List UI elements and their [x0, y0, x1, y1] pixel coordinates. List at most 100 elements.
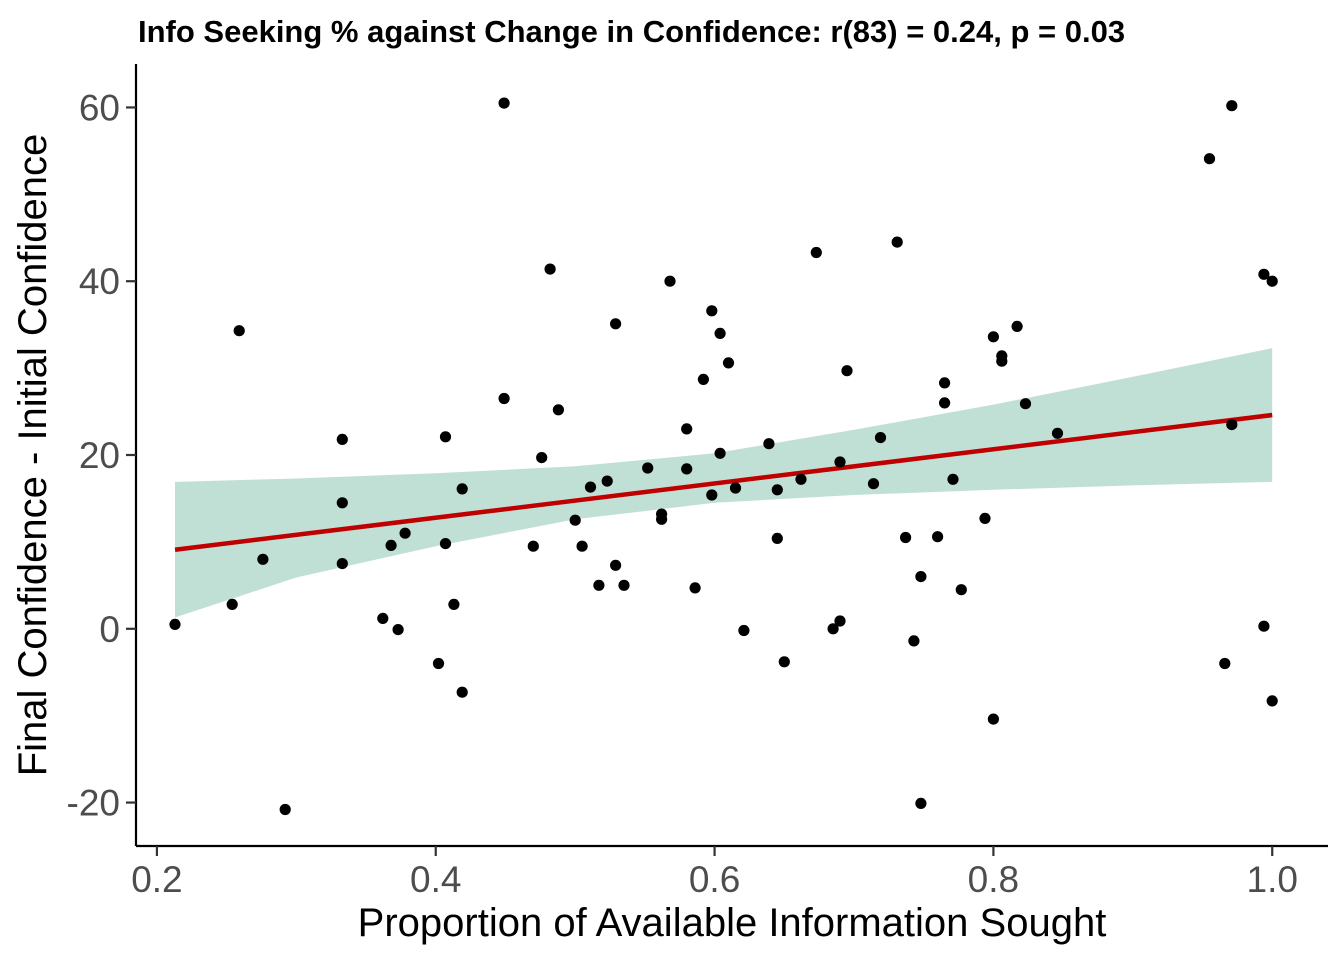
data-point: [681, 423, 693, 435]
data-point: [722, 357, 735, 369]
data-point: [610, 318, 622, 330]
data-point: [834, 615, 846, 627]
data-point: [439, 431, 452, 443]
data-point: [714, 447, 726, 459]
data-point: [714, 327, 726, 339]
data-point: [1219, 657, 1231, 670]
data-point: [498, 97, 510, 109]
data-point: [900, 531, 912, 544]
data-point: [681, 463, 693, 475]
fit-line-layer: [174, 412, 1273, 552]
points-layer: [169, 97, 1278, 816]
data-point: [584, 481, 597, 493]
data-point: [955, 584, 967, 596]
data-point: [1266, 275, 1278, 287]
data-point: [656, 513, 668, 525]
data-point: [915, 797, 927, 810]
y-axis-ticks: -20 0 20 40 60: [67, 87, 136, 824]
data-point: [336, 558, 348, 570]
y-axis-title: Final Confidence - Initial Confidence: [11, 134, 55, 777]
data-point: [448, 598, 460, 611]
data-point: [915, 571, 927, 583]
data-point: [1226, 419, 1238, 431]
data-point: [601, 475, 613, 487]
chart-title: Info Seeking % against Change in Confide…: [138, 14, 1125, 49]
data-point: [1258, 620, 1270, 632]
data-point: [385, 539, 397, 552]
data-point: [257, 553, 269, 565]
data-point: [226, 598, 238, 611]
data-point: [1019, 398, 1032, 410]
data-point: [576, 540, 588, 552]
data-point: [908, 635, 920, 647]
y-tick-label: 60: [79, 87, 120, 128]
data-point: [979, 512, 991, 525]
data-point: [432, 657, 445, 670]
data-point: [593, 579, 605, 591]
x-tick-label: 1.0: [1247, 859, 1298, 900]
data-point: [827, 623, 839, 635]
data-point: [569, 514, 581, 526]
data-point: [169, 618, 181, 631]
data-point: [697, 373, 710, 385]
data-point: [996, 355, 1008, 367]
x-tick-label: 0.6: [689, 859, 740, 900]
data-point: [1226, 100, 1238, 112]
data-point: [689, 582, 701, 594]
data-point: [891, 236, 903, 248]
data-point: [874, 432, 887, 444]
data-point: [536, 452, 548, 464]
data-point: [1011, 320, 1023, 332]
data-point: [987, 331, 1000, 343]
data-point: [834, 456, 846, 468]
data-point: [706, 489, 718, 501]
data-point: [399, 527, 411, 539]
y-tick-label: 40: [79, 261, 120, 302]
data-point: [642, 462, 654, 474]
data-point: [1203, 153, 1216, 165]
data-point: [841, 365, 853, 377]
x-tick-label: 0.2: [131, 859, 182, 900]
data-point: [664, 275, 676, 287]
data-point: [867, 478, 880, 490]
data-point: [1266, 695, 1278, 707]
data-point: [810, 246, 822, 259]
x-tick-label: 0.8: [968, 859, 1019, 900]
data-point: [552, 404, 565, 416]
data-point: [778, 656, 790, 668]
data-point: [987, 713, 1000, 725]
data-point: [729, 482, 742, 494]
data-point: [336, 497, 348, 509]
x-tick-label: 0.4: [410, 859, 461, 900]
y-tick-label: 20: [79, 435, 120, 476]
y-tick-label: 0: [99, 609, 120, 650]
data-point: [456, 686, 468, 698]
data-point: [610, 559, 622, 571]
y-tick-label: -20: [67, 783, 120, 824]
data-point: [1258, 268, 1270, 280]
data-point: [771, 484, 783, 496]
data-point: [795, 473, 807, 485]
data-point: [932, 531, 944, 543]
data-point: [498, 392, 510, 405]
data-point: [738, 624, 750, 637]
data-point: [771, 532, 783, 545]
data-point: [939, 377, 951, 389]
data-point: [947, 473, 959, 485]
data-point: [233, 325, 245, 337]
data-point: [1051, 427, 1064, 439]
x-axis-title: Proportion of Available Information Soug…: [358, 901, 1107, 945]
data-point: [763, 438, 775, 450]
data-point: [939, 397, 951, 409]
data-point: [527, 540, 539, 552]
data-point: [456, 483, 468, 495]
regression-line: [174, 412, 1273, 552]
data-point: [392, 624, 404, 636]
x-axis-ticks: 0.2 0.4 0.6 0.8 1.0: [131, 846, 1298, 900]
data-point: [618, 579, 630, 591]
data-point: [439, 538, 452, 550]
data-point: [336, 433, 348, 445]
data-point: [544, 263, 556, 275]
data-point: [377, 612, 389, 625]
